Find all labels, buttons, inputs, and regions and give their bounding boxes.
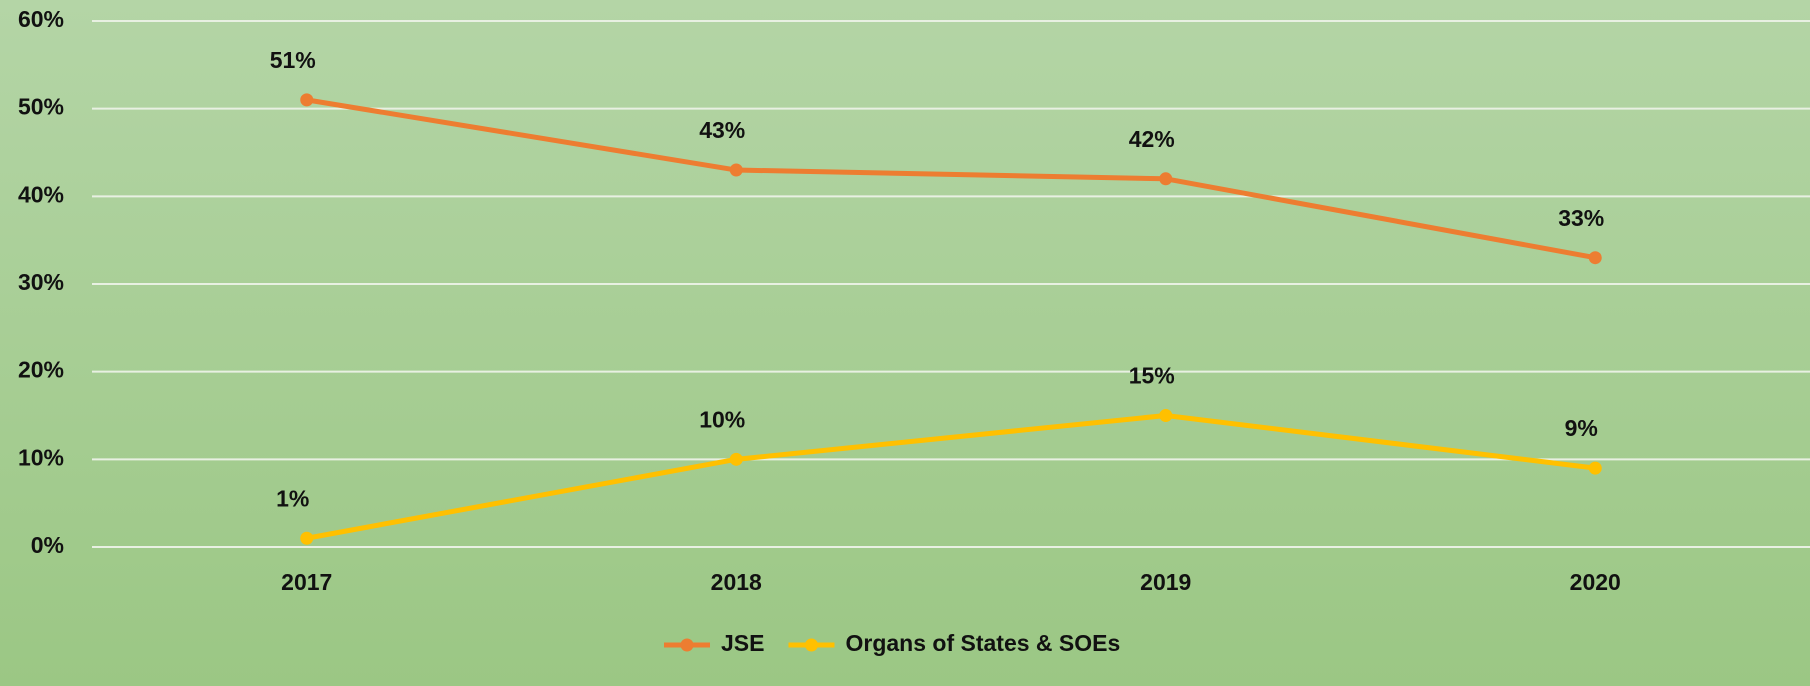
series-line xyxy=(306,413,1596,541)
marker xyxy=(300,93,314,107)
y-tick-label: 0% xyxy=(31,532,64,558)
legend-label: JSE xyxy=(721,630,764,656)
y-tick-label: 50% xyxy=(18,94,64,120)
data-label: 9% xyxy=(1565,415,1598,441)
y-tick-label: 40% xyxy=(18,181,64,207)
marker xyxy=(1588,461,1602,475)
marker xyxy=(1159,409,1173,422)
x-tick-label: 2019 xyxy=(1140,569,1191,595)
data-label: 33% xyxy=(1558,205,1604,231)
data-label: 15% xyxy=(1129,363,1175,389)
y-tick-label: 10% xyxy=(18,444,64,470)
marker xyxy=(1588,251,1602,265)
legend-marker xyxy=(804,638,818,652)
series-line xyxy=(306,97,1596,261)
y-tick-label: 20% xyxy=(18,357,64,383)
data-label: 1% xyxy=(276,485,309,511)
data-label: 42% xyxy=(1129,126,1175,152)
x-tick-label: 2020 xyxy=(1570,569,1621,595)
data-label: 10% xyxy=(699,406,745,432)
data-label: 43% xyxy=(699,117,745,143)
y-tick-label: 30% xyxy=(18,269,64,295)
marker xyxy=(729,163,743,177)
legend-label: Organs of States & SOEs xyxy=(845,630,1120,656)
x-tick-label: 2018 xyxy=(711,569,762,595)
x-tick-label: 2017 xyxy=(281,569,332,595)
marker xyxy=(729,452,743,466)
y-tick-label: 60% xyxy=(18,6,64,32)
marker xyxy=(1159,172,1173,186)
data-label: 51% xyxy=(270,47,316,73)
marker xyxy=(300,531,314,545)
legend-marker xyxy=(680,638,694,652)
